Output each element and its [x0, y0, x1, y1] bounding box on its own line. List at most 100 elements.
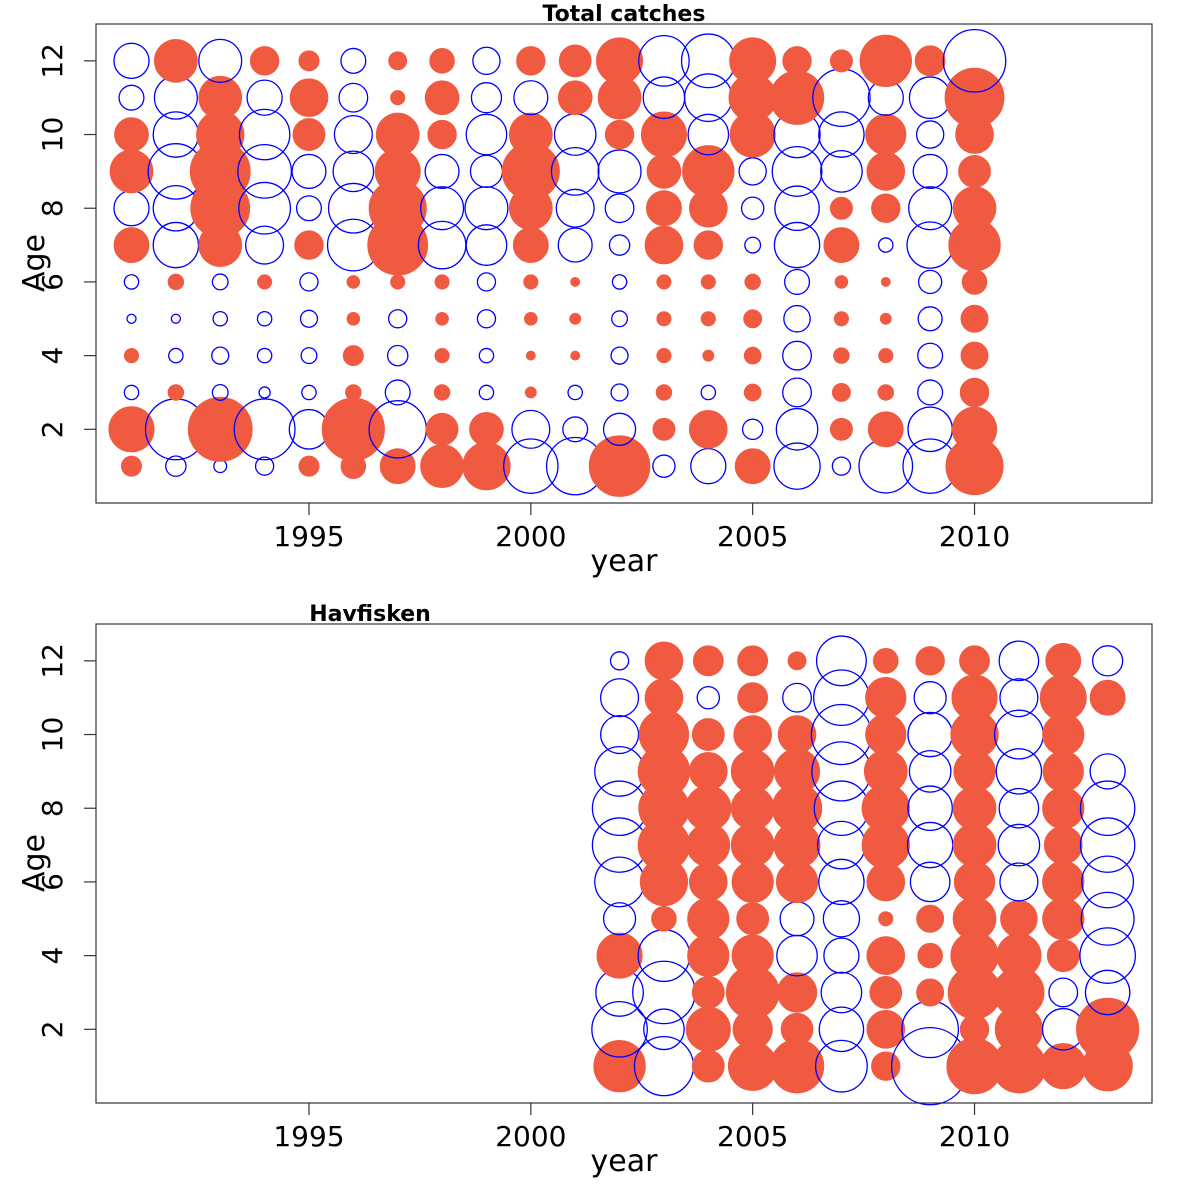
bubble-negative	[782, 377, 813, 408]
bubble-negative	[472, 46, 501, 76]
bubble-negative	[301, 384, 317, 401]
bubble-positive	[823, 227, 860, 264]
bubble-negative	[599, 714, 640, 755]
bubble-negative	[609, 651, 630, 671]
bubble-negative	[258, 386, 271, 399]
bubble-negative	[690, 447, 727, 485]
bubble-negative	[478, 347, 495, 364]
bubble-positive	[435, 311, 449, 326]
bubble-positive	[604, 119, 635, 150]
bubble-negative	[237, 143, 293, 199]
x-tick-label: 2005	[717, 1120, 788, 1153]
bubble-positive	[880, 276, 891, 287]
bubble-negative	[784, 268, 811, 295]
bubble-negative	[995, 748, 1043, 795]
bubble-positive	[952, 786, 997, 831]
bubble-positive	[959, 645, 990, 677]
bubble-positive	[944, 67, 1005, 128]
bubble-positive	[656, 311, 672, 327]
x-tick-label: 2010	[939, 520, 1010, 553]
panel-havfisken: Havfisken year Age 1995 2000 2005 201024681…	[17, 602, 1153, 1179]
bubble-negative	[256, 347, 273, 364]
bubble-positive	[743, 309, 763, 329]
bubble-positive	[557, 80, 593, 116]
bubble-positive	[434, 348, 450, 364]
bubble-negative	[998, 640, 1040, 682]
bubble-negative	[906, 221, 954, 269]
bubble-positive	[688, 409, 728, 449]
bubble-negative	[776, 934, 818, 977]
bubble-negative	[211, 383, 229, 401]
bubble-positive	[693, 230, 724, 260]
bubble-negative	[211, 273, 229, 291]
bubble-positive	[829, 49, 853, 73]
bubble-negative	[818, 858, 865, 906]
bubble-negative	[238, 108, 291, 161]
bubble-positive	[730, 749, 775, 794]
bubble-negative	[611, 310, 629, 328]
x-tick-label: 1995	[273, 1120, 344, 1153]
y-tick-label: 4	[36, 347, 69, 365]
bubble-negative	[814, 1039, 868, 1093]
bubble-positive	[644, 678, 684, 718]
bubble-negative	[652, 454, 676, 478]
bubble-positive	[425, 412, 459, 446]
bubble-negative	[513, 80, 549, 116]
bubble-negative	[811, 741, 872, 802]
bubble-positive	[257, 274, 273, 290]
bubble-positive	[691, 1049, 725, 1083]
bubble-positive	[652, 417, 676, 441]
bubble-positive	[153, 38, 198, 83]
bubble-negative	[771, 145, 823, 197]
bubble-positive	[833, 347, 850, 364]
bubble-negative	[815, 635, 867, 687]
bubble-positive	[688, 862, 728, 902]
bubble-positive	[644, 641, 684, 681]
bubble-positive	[685, 1006, 731, 1052]
bubble-negative	[113, 190, 150, 227]
bubble-negative	[476, 309, 497, 329]
bubble-positive	[952, 186, 997, 231]
bubble-positive	[687, 897, 730, 940]
bubble-negative	[469, 154, 504, 189]
bubble-negative	[168, 347, 184, 364]
bubble-negative	[901, 1000, 960, 1059]
y-tick-label: 2	[36, 420, 69, 438]
bubble-negative	[238, 181, 292, 235]
bubble-negative	[118, 84, 145, 111]
bubble-negative	[999, 678, 1039, 718]
bubble-negative	[233, 398, 296, 461]
bubble-negative	[1089, 753, 1126, 790]
bubble-positive	[916, 978, 945, 1007]
bubble-negative	[386, 344, 409, 367]
chart-title: Total catches	[543, 2, 706, 27]
bubble-negative	[1084, 969, 1131, 1016]
bubble-negative	[817, 820, 866, 870]
bubble-positive	[961, 269, 988, 295]
bubble-positive	[787, 651, 807, 671]
bubble-negative	[738, 157, 767, 186]
bubble-positive	[656, 348, 672, 364]
bubble-positive	[508, 112, 553, 157]
bubble-positive	[345, 384, 362, 401]
bubble-negative	[813, 669, 870, 727]
axis-ticks: 1995 2000 2005 2010 2 4 6 8 10 12	[36, 43, 1010, 553]
bubble-positive	[646, 154, 682, 189]
y-tick-label: 10	[36, 117, 69, 153]
bubble-positive	[108, 406, 155, 453]
bubble-positive	[1042, 860, 1085, 904]
bubble-positive	[878, 348, 894, 364]
bubble-negative	[478, 384, 495, 401]
bubble-negative	[638, 34, 690, 87]
bubble-negative	[170, 313, 182, 324]
bubble-positive	[651, 905, 677, 932]
bubble-negative	[424, 153, 460, 189]
bubble-positive	[831, 383, 851, 402]
bubble-positive	[743, 383, 762, 402]
bubble-negative	[782, 340, 813, 371]
bubble-negative	[300, 347, 318, 365]
bubble-positive	[375, 112, 420, 157]
bubble-negative	[744, 236, 762, 254]
bubble-negative	[246, 79, 283, 116]
bubble-negative	[610, 346, 629, 365]
